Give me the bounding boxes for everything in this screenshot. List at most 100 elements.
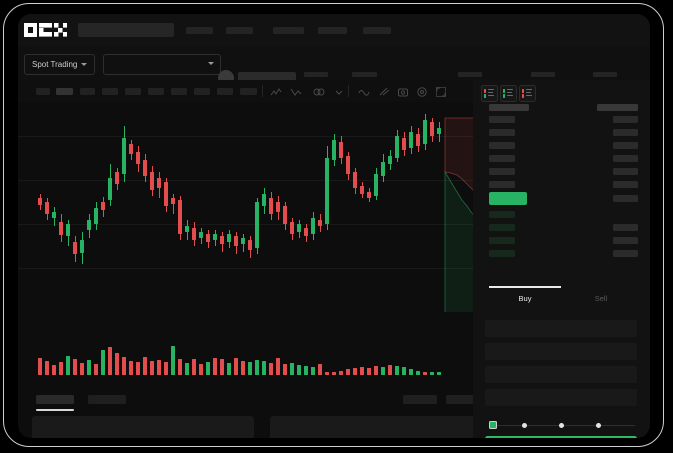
ask-row-5-price[interactable]	[489, 181, 515, 188]
compare-icon[interactable]	[313, 85, 325, 97]
timeframe-1d[interactable]	[171, 88, 187, 95]
orderbook-header-left	[489, 104, 529, 111]
timeframe-more[interactable]	[240, 88, 257, 95]
nav-item-2[interactable]	[226, 27, 253, 34]
bid-row-1-price[interactable]	[489, 224, 515, 231]
orderbook-mode-asks-icon[interactable]	[519, 85, 536, 102]
volume-bar-12	[122, 357, 126, 375]
candlestick-chart[interactable]	[18, 102, 473, 312]
bid-row-1-size[interactable]	[613, 224, 638, 231]
okx-logo[interactable]	[24, 23, 68, 37]
bid-row-2-price[interactable]	[489, 237, 515, 244]
timeframe-1m[interactable]	[36, 88, 50, 95]
action-cancel-all[interactable]	[446, 395, 480, 404]
stat-last-price-label	[304, 72, 328, 77]
ask-row-4-size[interactable]	[613, 168, 638, 175]
ask-row-3-size[interactable]	[613, 155, 638, 162]
bid-row-0-price[interactable]	[489, 211, 515, 218]
nav-item-1[interactable]	[186, 27, 213, 34]
slider-step-0[interactable]	[522, 422, 527, 428]
orderbook-last-price-highlight[interactable]	[489, 192, 527, 205]
wave-icon[interactable]	[358, 85, 370, 97]
timeframe-1w[interactable]	[194, 88, 210, 95]
candle-body-12	[122, 138, 126, 174]
timeframe-1mo[interactable]	[217, 88, 233, 95]
tab-open-orders[interactable]	[36, 395, 74, 404]
volume-bar-17	[157, 360, 161, 375]
volume-bar-55	[423, 372, 427, 375]
market-mode-button[interactable]: Spot Trading	[24, 54, 96, 75]
ask-row-2-price[interactable]	[489, 142, 515, 149]
candle-body-46	[360, 186, 364, 194]
candle-body-41	[325, 158, 329, 224]
volume-bar-46	[360, 367, 364, 375]
volume-bar-38	[304, 366, 308, 375]
trading-pair-select[interactable]	[103, 54, 221, 75]
bid-row-2-size[interactable]	[613, 237, 638, 244]
device-outline	[3, 3, 664, 447]
bottom-panel-positions[interactable]	[270, 416, 498, 438]
action-hide-other-pairs[interactable]	[403, 395, 437, 404]
order-price-field[interactable]	[485, 320, 637, 337]
orderbook-mode-bids-icon[interactable]	[500, 85, 517, 102]
timeframe-15m[interactable]	[80, 88, 95, 95]
volume-bar-41	[325, 372, 329, 375]
ask-row-1-size[interactable]	[613, 129, 638, 136]
nav-item-3[interactable]	[273, 27, 304, 34]
slider-handle[interactable]	[489, 421, 497, 429]
amount-slider[interactable]	[489, 420, 637, 430]
timeframe-30m[interactable]	[102, 88, 118, 95]
bid-row-3-size[interactable]	[613, 250, 638, 257]
buy-sell-tabs: Buy Sell	[489, 286, 637, 312]
indicator-icon[interactable]	[290, 85, 302, 97]
search-input[interactable]	[78, 23, 174, 37]
tab-sell[interactable]: Sell	[594, 294, 608, 303]
nav-item-4[interactable]	[318, 27, 347, 34]
chevron-down-icon	[81, 63, 88, 66]
order-total-field[interactable]	[485, 366, 637, 383]
slider-step-1[interactable]	[559, 422, 564, 428]
candle-body-54	[416, 134, 420, 146]
candle-body-36	[290, 222, 294, 234]
nav-item-5[interactable]	[363, 27, 391, 34]
ask-row-2-size[interactable]	[613, 142, 638, 149]
volume-bar-24	[206, 362, 210, 375]
ask-row-1-price[interactable]	[489, 129, 515, 136]
tab-order-history[interactable]	[88, 395, 126, 404]
timeframe-4h[interactable]	[148, 88, 164, 95]
measure-icon[interactable]	[378, 85, 390, 97]
timeframe-1h[interactable]	[125, 88, 141, 95]
chevron-down-icon[interactable]	[333, 85, 345, 97]
ask-row-5-size[interactable]	[613, 181, 638, 188]
place-buy-order-button[interactable]	[485, 436, 637, 438]
toolbar-divider-2	[348, 85, 349, 97]
orderbook-mode-both-icon[interactable]	[481, 85, 498, 102]
tab-buy[interactable]: Buy	[518, 294, 532, 303]
slider-step-2[interactable]	[596, 422, 601, 428]
gridline-3	[18, 268, 473, 269]
settings-icon[interactable]	[416, 85, 428, 97]
stat-24h-change-label	[352, 72, 377, 77]
bid-row-3-price[interactable]	[489, 250, 515, 257]
order-extra-field[interactable]	[485, 389, 637, 406]
candle-body-19	[171, 198, 175, 204]
candle-body-22	[192, 228, 196, 240]
candle-body-39	[311, 218, 315, 234]
ask-row-4-price[interactable]	[489, 168, 515, 175]
candle-body-43	[339, 142, 343, 158]
candle-body-29	[241, 238, 245, 244]
ask-row-0-size[interactable]	[613, 116, 638, 123]
candle-wick-19	[172, 194, 174, 214]
bottom-panel-assets[interactable]	[32, 416, 254, 438]
volume-bar-47	[367, 368, 371, 375]
volume-bar-33	[269, 363, 273, 375]
camera-icon[interactable]	[397, 85, 409, 97]
timeframe-5m[interactable]	[56, 88, 73, 95]
candle-body-16	[150, 172, 154, 190]
ask-row-0-price[interactable]	[489, 116, 515, 123]
ask-row-3-price[interactable]	[489, 155, 515, 162]
fullscreen-icon[interactable]	[435, 85, 447, 97]
line-chart-icon[interactable]	[270, 85, 282, 97]
order-amount-field[interactable]	[485, 343, 637, 360]
